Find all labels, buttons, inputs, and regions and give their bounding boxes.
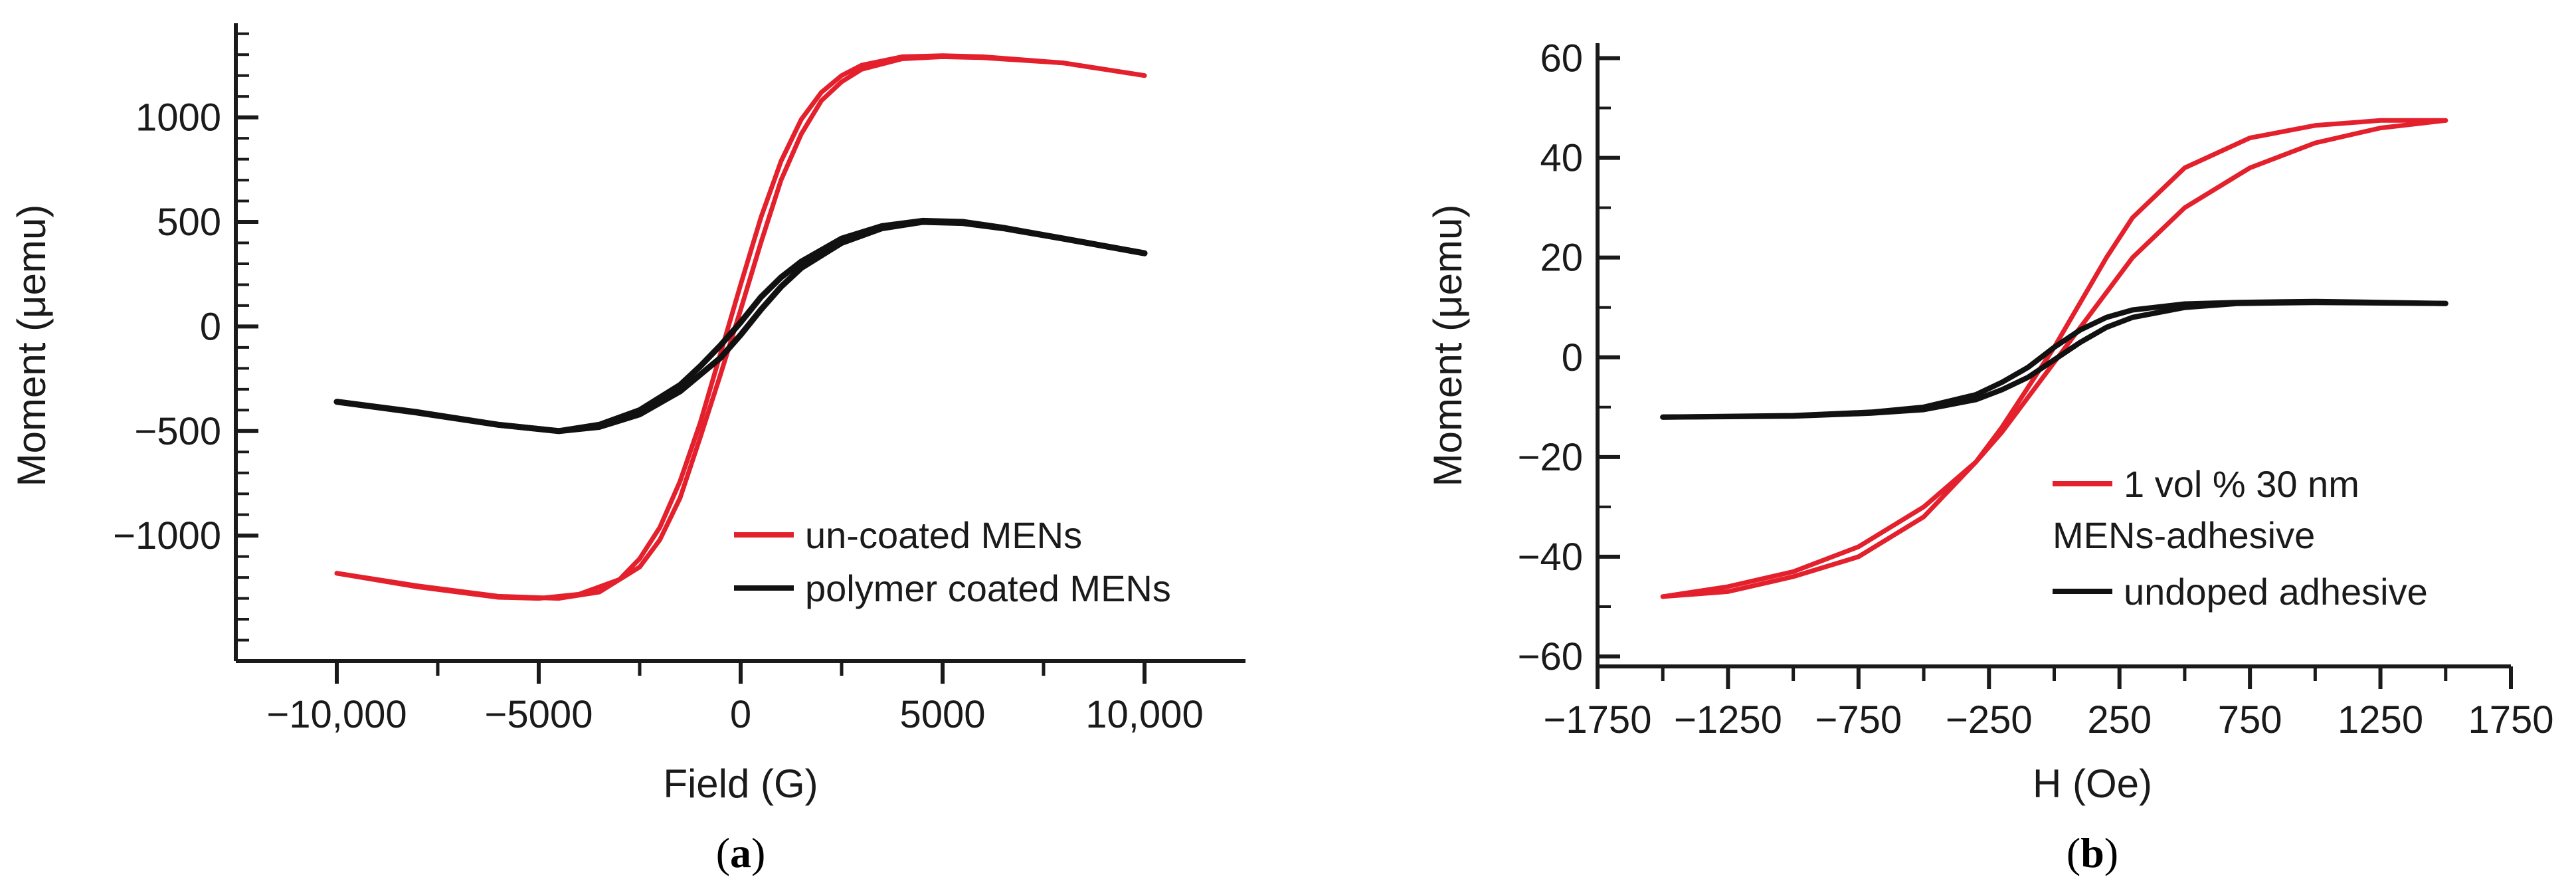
chart-a-x-axis-title: Field (G): [663, 761, 818, 806]
chart-b-y-tick-label: −20: [1518, 436, 1583, 479]
chart-b-legend-label-undoped: undoped adhesive: [2124, 571, 2428, 613]
chart-a-x-tick-label: −5000: [485, 693, 593, 736]
chart-a-series-uncoated-descending: [334, 53, 1147, 601]
chart-b-y-tick-label: −60: [1518, 635, 1583, 678]
chart-b-y-ticks: −60 −40 −20 0 20 40 60: [1518, 37, 1620, 678]
chart-b-series-undoped-descending: [1660, 298, 2448, 420]
chart-b-x-tick-label: −1750: [1544, 698, 1652, 741]
chart-a: −10,000 −5000 0 5000 10,000 −1000 −500 0…: [9, 23, 1245, 876]
chart-a-panel-label: (a): [716, 829, 766, 876]
chart-a-x-tick-label: −10,000: [266, 693, 407, 736]
chart-b-y-axis-title: Moment (μemu): [1426, 205, 1470, 487]
chart-b: −1750 −1250 −750 −250 250 750 1250 1750 …: [1426, 37, 2554, 876]
chart-a-y-minor-ticks: [236, 32, 249, 662]
chart-a-legend-label-uncoated: un-coated MENs: [805, 514, 1082, 556]
chart-a-x-tick-label: 10,000: [1085, 693, 1203, 736]
chart-b-y-minor-ticks: [1598, 106, 1611, 608]
chart-b-panel-label-letter: b: [2080, 829, 2104, 876]
chart-b-y-tick-label: 20: [1540, 237, 1583, 280]
chart-b-y-tick-label: −40: [1518, 536, 1583, 579]
chart-a-panel-label-close: ): [751, 829, 765, 876]
chart-b-legend: 1 vol % 30 nm MENs-adhesive undoped adhe…: [2053, 463, 2428, 613]
chart-a-legend: un-coated MENs polymer coated MENs: [734, 514, 1171, 609]
chart-a-x-ticks: −10,000 −5000 0 5000 10,000: [266, 661, 1204, 736]
chart-a-x-tick-label: 0: [730, 693, 751, 736]
chart-a-y-tick-label: −500: [134, 410, 221, 453]
chart-a-panel-label-open: (: [716, 829, 730, 876]
chart-b-panel-label-open: (: [2067, 829, 2080, 876]
chart-b-y-tick-label: 60: [1540, 37, 1583, 80]
chart-a-y-tick-label: 500: [157, 201, 221, 244]
chart-b-x-tick-label: −250: [1946, 698, 2033, 741]
chart-a-y-tick-label: 0: [200, 305, 221, 348]
chart-b-panel-label: (b): [2067, 829, 2118, 876]
chart-b-legend-label-mens-adhesive-line1: 1 vol % 30 nm: [2124, 463, 2359, 505]
chart-b-x-ticks: −1750 −1250 −750 −250 250 750 1250 1750: [1544, 666, 2554, 741]
chart-b-series-undoped-ascending: [1660, 300, 2448, 420]
chart-b-x-tick-label: 750: [2218, 698, 2282, 741]
chart-a-series-polymer-descending: [333, 217, 1148, 435]
chart-a-y-axis-title: Moment (μemu): [9, 205, 54, 487]
chart-b-x-tick-label: 1750: [2468, 698, 2553, 741]
chart-b-x-minor-ticks: [1661, 666, 2448, 681]
chart-a-y-tick-label: 1000: [136, 96, 221, 140]
chart-b-legend-label-mens-adhesive-line2: MENs-adhesive: [2053, 514, 2315, 556]
chart-b-x-tick-label: 250: [2087, 698, 2152, 741]
chart-b-x-tick-label: −1250: [1674, 698, 1782, 741]
chart-b-y-tick-label: 0: [1562, 336, 1583, 379]
chart-a-y-tick-label: −1000: [113, 514, 221, 557]
chart-b-x-tick-label: −750: [1815, 698, 1902, 741]
chart-a-x-minor-ticks: [436, 661, 1046, 676]
chart-b-panel-label-close: ): [2104, 829, 2118, 876]
chart-b-x-tick-label: 1250: [2338, 698, 2423, 741]
chart-a-legend-label-polymer: polymer coated MENs: [805, 567, 1171, 609]
chart-a-panel-label-letter: a: [730, 829, 751, 876]
chart-b-x-axis-title: H (Oe): [2033, 761, 2152, 806]
chart-a-x-tick-label: 5000: [899, 693, 985, 736]
chart-a-y-ticks: −1000 −500 0 500 1000: [113, 96, 258, 557]
chart-b-y-tick-label: 40: [1540, 137, 1583, 180]
